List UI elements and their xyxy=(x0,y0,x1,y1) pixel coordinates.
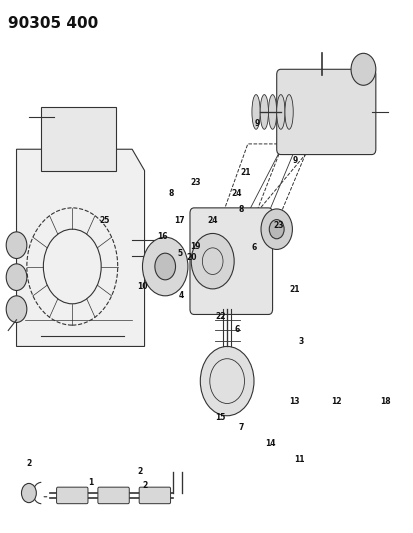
Ellipse shape xyxy=(285,95,293,130)
Text: 9: 9 xyxy=(255,119,260,128)
Text: 8: 8 xyxy=(239,205,244,214)
Text: 2: 2 xyxy=(142,481,147,489)
Circle shape xyxy=(191,233,234,289)
Polygon shape xyxy=(17,149,145,346)
Text: 2: 2 xyxy=(138,467,143,476)
Text: 23: 23 xyxy=(273,221,284,230)
Text: 6: 6 xyxy=(252,244,256,252)
Circle shape xyxy=(142,237,188,296)
FancyBboxPatch shape xyxy=(190,208,273,314)
Ellipse shape xyxy=(268,95,277,130)
Text: 20: 20 xyxy=(186,253,197,262)
Text: 8: 8 xyxy=(169,189,174,198)
Text: 22: 22 xyxy=(215,312,226,320)
Circle shape xyxy=(155,253,176,280)
Text: 14: 14 xyxy=(265,440,275,448)
Text: 25: 25 xyxy=(100,216,110,224)
Text: 17: 17 xyxy=(174,216,185,224)
Circle shape xyxy=(200,346,254,416)
FancyBboxPatch shape xyxy=(57,487,88,504)
Text: 24: 24 xyxy=(232,189,242,198)
Text: 3: 3 xyxy=(299,337,304,345)
Text: 5: 5 xyxy=(177,249,182,257)
Text: 2: 2 xyxy=(26,459,31,468)
Text: 10: 10 xyxy=(137,282,147,291)
Text: 18: 18 xyxy=(380,397,391,406)
Circle shape xyxy=(6,296,27,322)
Circle shape xyxy=(6,264,27,290)
Text: 90305 400: 90305 400 xyxy=(8,16,99,31)
Text: 1: 1 xyxy=(88,478,93,487)
Circle shape xyxy=(21,483,36,503)
Text: 7: 7 xyxy=(239,424,244,432)
Text: 11: 11 xyxy=(294,456,304,464)
Text: 4: 4 xyxy=(179,292,184,300)
Text: 24: 24 xyxy=(207,216,218,224)
Circle shape xyxy=(269,220,284,239)
Text: 23: 23 xyxy=(190,179,201,187)
Ellipse shape xyxy=(277,95,285,130)
Circle shape xyxy=(6,232,27,259)
Text: 12: 12 xyxy=(331,397,342,406)
Ellipse shape xyxy=(252,95,260,130)
Text: 21: 21 xyxy=(290,285,300,294)
Text: 15: 15 xyxy=(215,413,226,422)
Text: 16: 16 xyxy=(157,232,168,240)
Ellipse shape xyxy=(260,95,268,130)
Text: 9: 9 xyxy=(292,157,297,165)
FancyBboxPatch shape xyxy=(139,487,171,504)
Text: 6: 6 xyxy=(235,325,240,334)
FancyBboxPatch shape xyxy=(277,69,376,155)
Text: 19: 19 xyxy=(190,243,201,251)
FancyBboxPatch shape xyxy=(98,487,129,504)
Text: 13: 13 xyxy=(290,397,300,406)
Text: 21: 21 xyxy=(240,168,251,176)
Circle shape xyxy=(261,209,292,249)
Circle shape xyxy=(351,53,376,85)
Polygon shape xyxy=(41,107,116,171)
